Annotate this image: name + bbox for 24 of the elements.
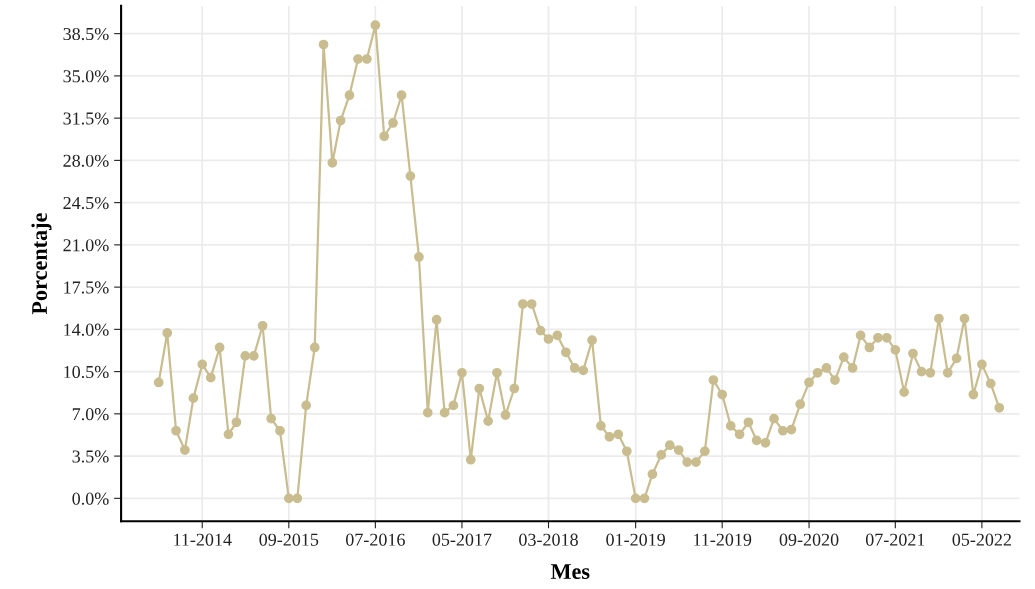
x-tick-label: 09-2020 xyxy=(779,533,839,546)
y-tick-label: 21.0% xyxy=(63,239,109,252)
y-tick-label: 31.5% xyxy=(63,112,109,125)
x-tick-label: 11-2014 xyxy=(174,533,232,546)
x-tick-label: 05-2017 xyxy=(432,533,492,546)
x-tick-label: 11-2019 xyxy=(694,533,752,546)
y-tick-label: 0.0% xyxy=(72,492,109,505)
y-tick-label: 10.5% xyxy=(64,365,109,379)
x-tick-label: 07-2016 xyxy=(345,533,405,546)
y-tick-label: 3.5% xyxy=(72,450,109,463)
x-tick-label: 07-2021 xyxy=(865,533,925,546)
x-tick-label: 03-2018 xyxy=(519,533,578,546)
y-tick-label: 35.0% xyxy=(63,70,109,83)
y-tick-label: 17.5% xyxy=(64,281,109,294)
y-tick-label: 14.0% xyxy=(64,323,109,336)
x-tick-label: 01-2019 xyxy=(606,533,665,546)
y-tick-label: 7.0% xyxy=(72,408,109,421)
y-tick-label: 28.0% xyxy=(63,154,109,167)
y-axis-title: Porcentaje xyxy=(31,213,52,315)
y-tick-label: 24.5% xyxy=(63,196,109,210)
x-axis-title: Mes xyxy=(550,564,590,579)
y-tick-label: 38.5% xyxy=(63,27,109,41)
x-tick-label: 09-2015 xyxy=(259,533,319,546)
x-tick-label: 05-2022 xyxy=(952,533,1011,546)
